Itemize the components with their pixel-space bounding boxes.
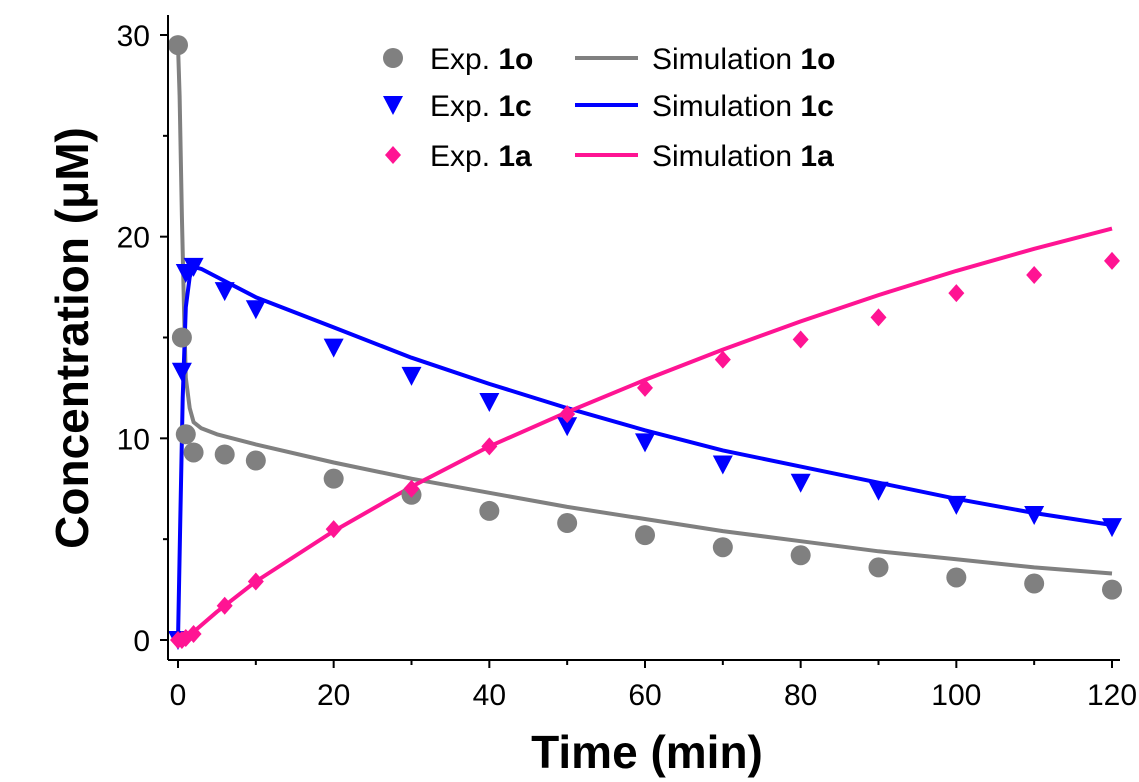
data-point-exp-1o	[635, 525, 655, 546]
data-point-exp-1c	[557, 417, 578, 437]
data-point-exp-1c	[712, 455, 733, 475]
data-point-exp-1c	[183, 257, 204, 277]
data-point-exp-1a	[1026, 265, 1043, 284]
data-point-exp-1c	[946, 495, 967, 515]
data-point-exp-1a	[325, 520, 342, 539]
legend-label-simulation-1a: Simulation 1a	[652, 140, 834, 173]
plot-area	[168, 35, 1122, 650]
data-point-exp-1o	[712, 537, 733, 558]
legend-label-exp-1c: Exp. 1c	[430, 90, 532, 123]
y-tick-label: 10	[117, 423, 150, 456]
data-point-exp-1o	[183, 442, 204, 463]
series-line-simulation-1a	[177, 226, 1113, 642]
data-point-exp-1a	[792, 330, 809, 349]
data-point-exp-1a	[948, 284, 965, 303]
data-point-exp-1o	[168, 35, 188, 56]
legend-label-simulation-1o: Simulation 1o	[652, 43, 835, 76]
data-point-exp-1o	[557, 513, 578, 534]
data-point-exp-1o	[1102, 579, 1122, 600]
y-tick-label: 0	[133, 625, 150, 658]
data-point-exp-1a	[481, 437, 498, 456]
data-point-exp-1o	[479, 500, 500, 521]
data-point-exp-1a	[216, 596, 233, 615]
series-line-simulation-1o	[176, 45, 1113, 576]
legend: Exp. 1o Exp. 1c Exp. 1a Simulation 1o Simula…	[383, 43, 835, 173]
data-point-exp-1a	[559, 405, 576, 424]
x-tick-label: 100	[931, 679, 981, 712]
data-point-exp-1c	[214, 282, 235, 302]
data-point-exp-1c	[1102, 518, 1122, 538]
x-axis-title: Time (min)	[531, 726, 763, 778]
data-point-exp-1c	[401, 366, 422, 386]
legend-marker-exp-1o	[383, 48, 403, 68]
data-point-exp-1o	[1024, 573, 1045, 594]
data-point-exp-1c	[479, 393, 500, 413]
x-tick-label: 120	[1087, 679, 1137, 712]
data-point-exp-1o	[245, 450, 266, 471]
data-point-exp-1a	[637, 378, 653, 397]
data-point-exp-1a	[870, 308, 887, 327]
ticks: 0 20 40 60 80 100 120 0 10 20 30	[117, 20, 1137, 712]
data-point-exp-1o	[323, 468, 344, 489]
data-point-exp-1o	[175, 424, 196, 445]
data-point-exp-1a	[714, 350, 731, 369]
y-tick-label: 20	[117, 222, 150, 255]
legend-label-simulation-1c: Simulation 1c	[652, 90, 834, 123]
x-tick-label: 40	[473, 679, 506, 712]
data-point-exp-1o	[868, 557, 889, 578]
legend-marker-exp-1a	[385, 146, 401, 164]
data-point-exp-1c	[245, 300, 266, 320]
data-point-exp-1o	[214, 444, 235, 465]
legend-label-exp-1a: Exp. 1a	[430, 140, 532, 173]
data-point-exp-1o	[790, 545, 811, 566]
x-tick-label: 0	[170, 679, 187, 712]
data-point-exp-1a	[185, 624, 202, 643]
y-axis-title: Concentration (μM)	[46, 127, 98, 549]
data-point-exp-1a	[1104, 251, 1120, 270]
data-point-exp-1c	[1024, 505, 1045, 525]
data-point-exp-1c	[635, 433, 655, 453]
x-tick-label: 60	[628, 679, 661, 712]
legend-label-exp-1o: Exp. 1o	[430, 43, 533, 76]
x-tick-label: 20	[317, 679, 350, 712]
data-point-exp-1a	[403, 479, 420, 498]
x-tick-label: 80	[784, 679, 817, 712]
data-point-exp-1o	[946, 567, 967, 588]
data-point-exp-1c	[171, 362, 192, 382]
data-point-exp-1o	[171, 327, 192, 348]
legend-marker-exp-1c	[383, 96, 403, 115]
data-point-exp-1c	[323, 338, 344, 358]
data-point-exp-1c	[868, 481, 889, 501]
y-tick-label: 30	[117, 20, 150, 53]
data-point-exp-1c	[790, 473, 811, 493]
series-line-simulation-1c	[176, 264, 1113, 641]
data-point-exp-1a	[247, 572, 264, 591]
